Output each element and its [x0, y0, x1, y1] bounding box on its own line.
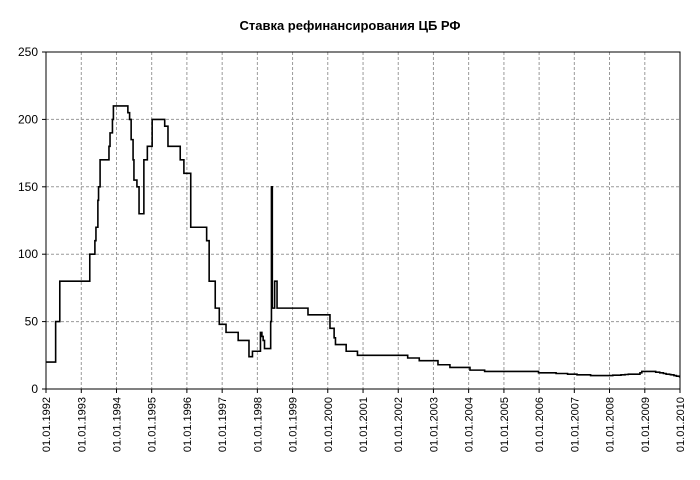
x-tick-label: 01.01.2005: [499, 397, 511, 452]
x-tick-label: 01.01.2009: [640, 397, 652, 452]
chart-title: Ставка рефинансирования ЦБ РФ: [239, 18, 461, 33]
y-tick-label: 100: [18, 247, 38, 261]
x-tick-label: 01.01.1995: [147, 397, 159, 452]
x-tick-label: 01.01.2007: [569, 397, 581, 452]
gridlines: [46, 51, 681, 389]
x-tick-label: 01.01.2000: [323, 397, 335, 452]
y-tick-label: 200: [18, 112, 38, 126]
x-tick-label: 01.01.1999: [288, 397, 300, 452]
x-tick-labels: 01.01.1992 01.01.1993 01.01.1994 01.01.1995…: [41, 397, 687, 452]
x-tick-label: 01.01.2010: [675, 397, 687, 452]
plot-border: [45, 51, 681, 390]
y-tick-label: 150: [18, 180, 38, 194]
x-tick-label: 01.01.1997: [217, 397, 229, 452]
y-tick-label: 50: [25, 315, 39, 329]
x-tick-label: 01.01.2006: [534, 397, 546, 452]
x-tick-label: 01.01.2004: [464, 397, 476, 452]
y-tick-label: 250: [18, 45, 38, 59]
x-tick-label: 01.01.1996: [182, 397, 194, 452]
series-layer: [46, 105, 681, 378]
x-tick-label: 01.01.1998: [252, 397, 264, 452]
x-tick-label: 01.01.2001: [358, 397, 370, 452]
x-tick-label: 01.01.2002: [393, 397, 405, 452]
x-tick-label: 01.01.2003: [428, 397, 440, 452]
y-tick-label: 0: [31, 382, 38, 396]
x-tick-label: 01.01.1994: [111, 397, 123, 452]
axes: [42, 51, 681, 393]
y-tick-labels: 0 50 100 150 200 250: [18, 45, 38, 396]
x-tick-label: 01.01.1993: [76, 397, 88, 452]
x-tick-label: 01.01.2008: [605, 397, 617, 452]
x-tick-label: 01.01.1992: [41, 397, 53, 452]
series-line: [46, 105, 681, 378]
